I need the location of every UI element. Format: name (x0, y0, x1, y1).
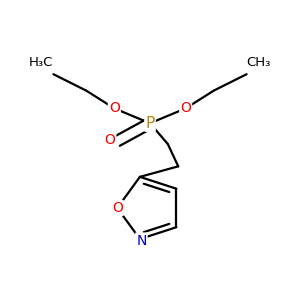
Text: P: P (146, 116, 154, 131)
Text: O: O (104, 133, 115, 147)
Text: O: O (180, 101, 191, 116)
Text: CH₃: CH₃ (247, 56, 271, 69)
Text: O: O (109, 101, 120, 116)
Text: O: O (112, 201, 123, 215)
Text: H₃C: H₃C (29, 56, 53, 69)
Text: N: N (136, 233, 147, 248)
